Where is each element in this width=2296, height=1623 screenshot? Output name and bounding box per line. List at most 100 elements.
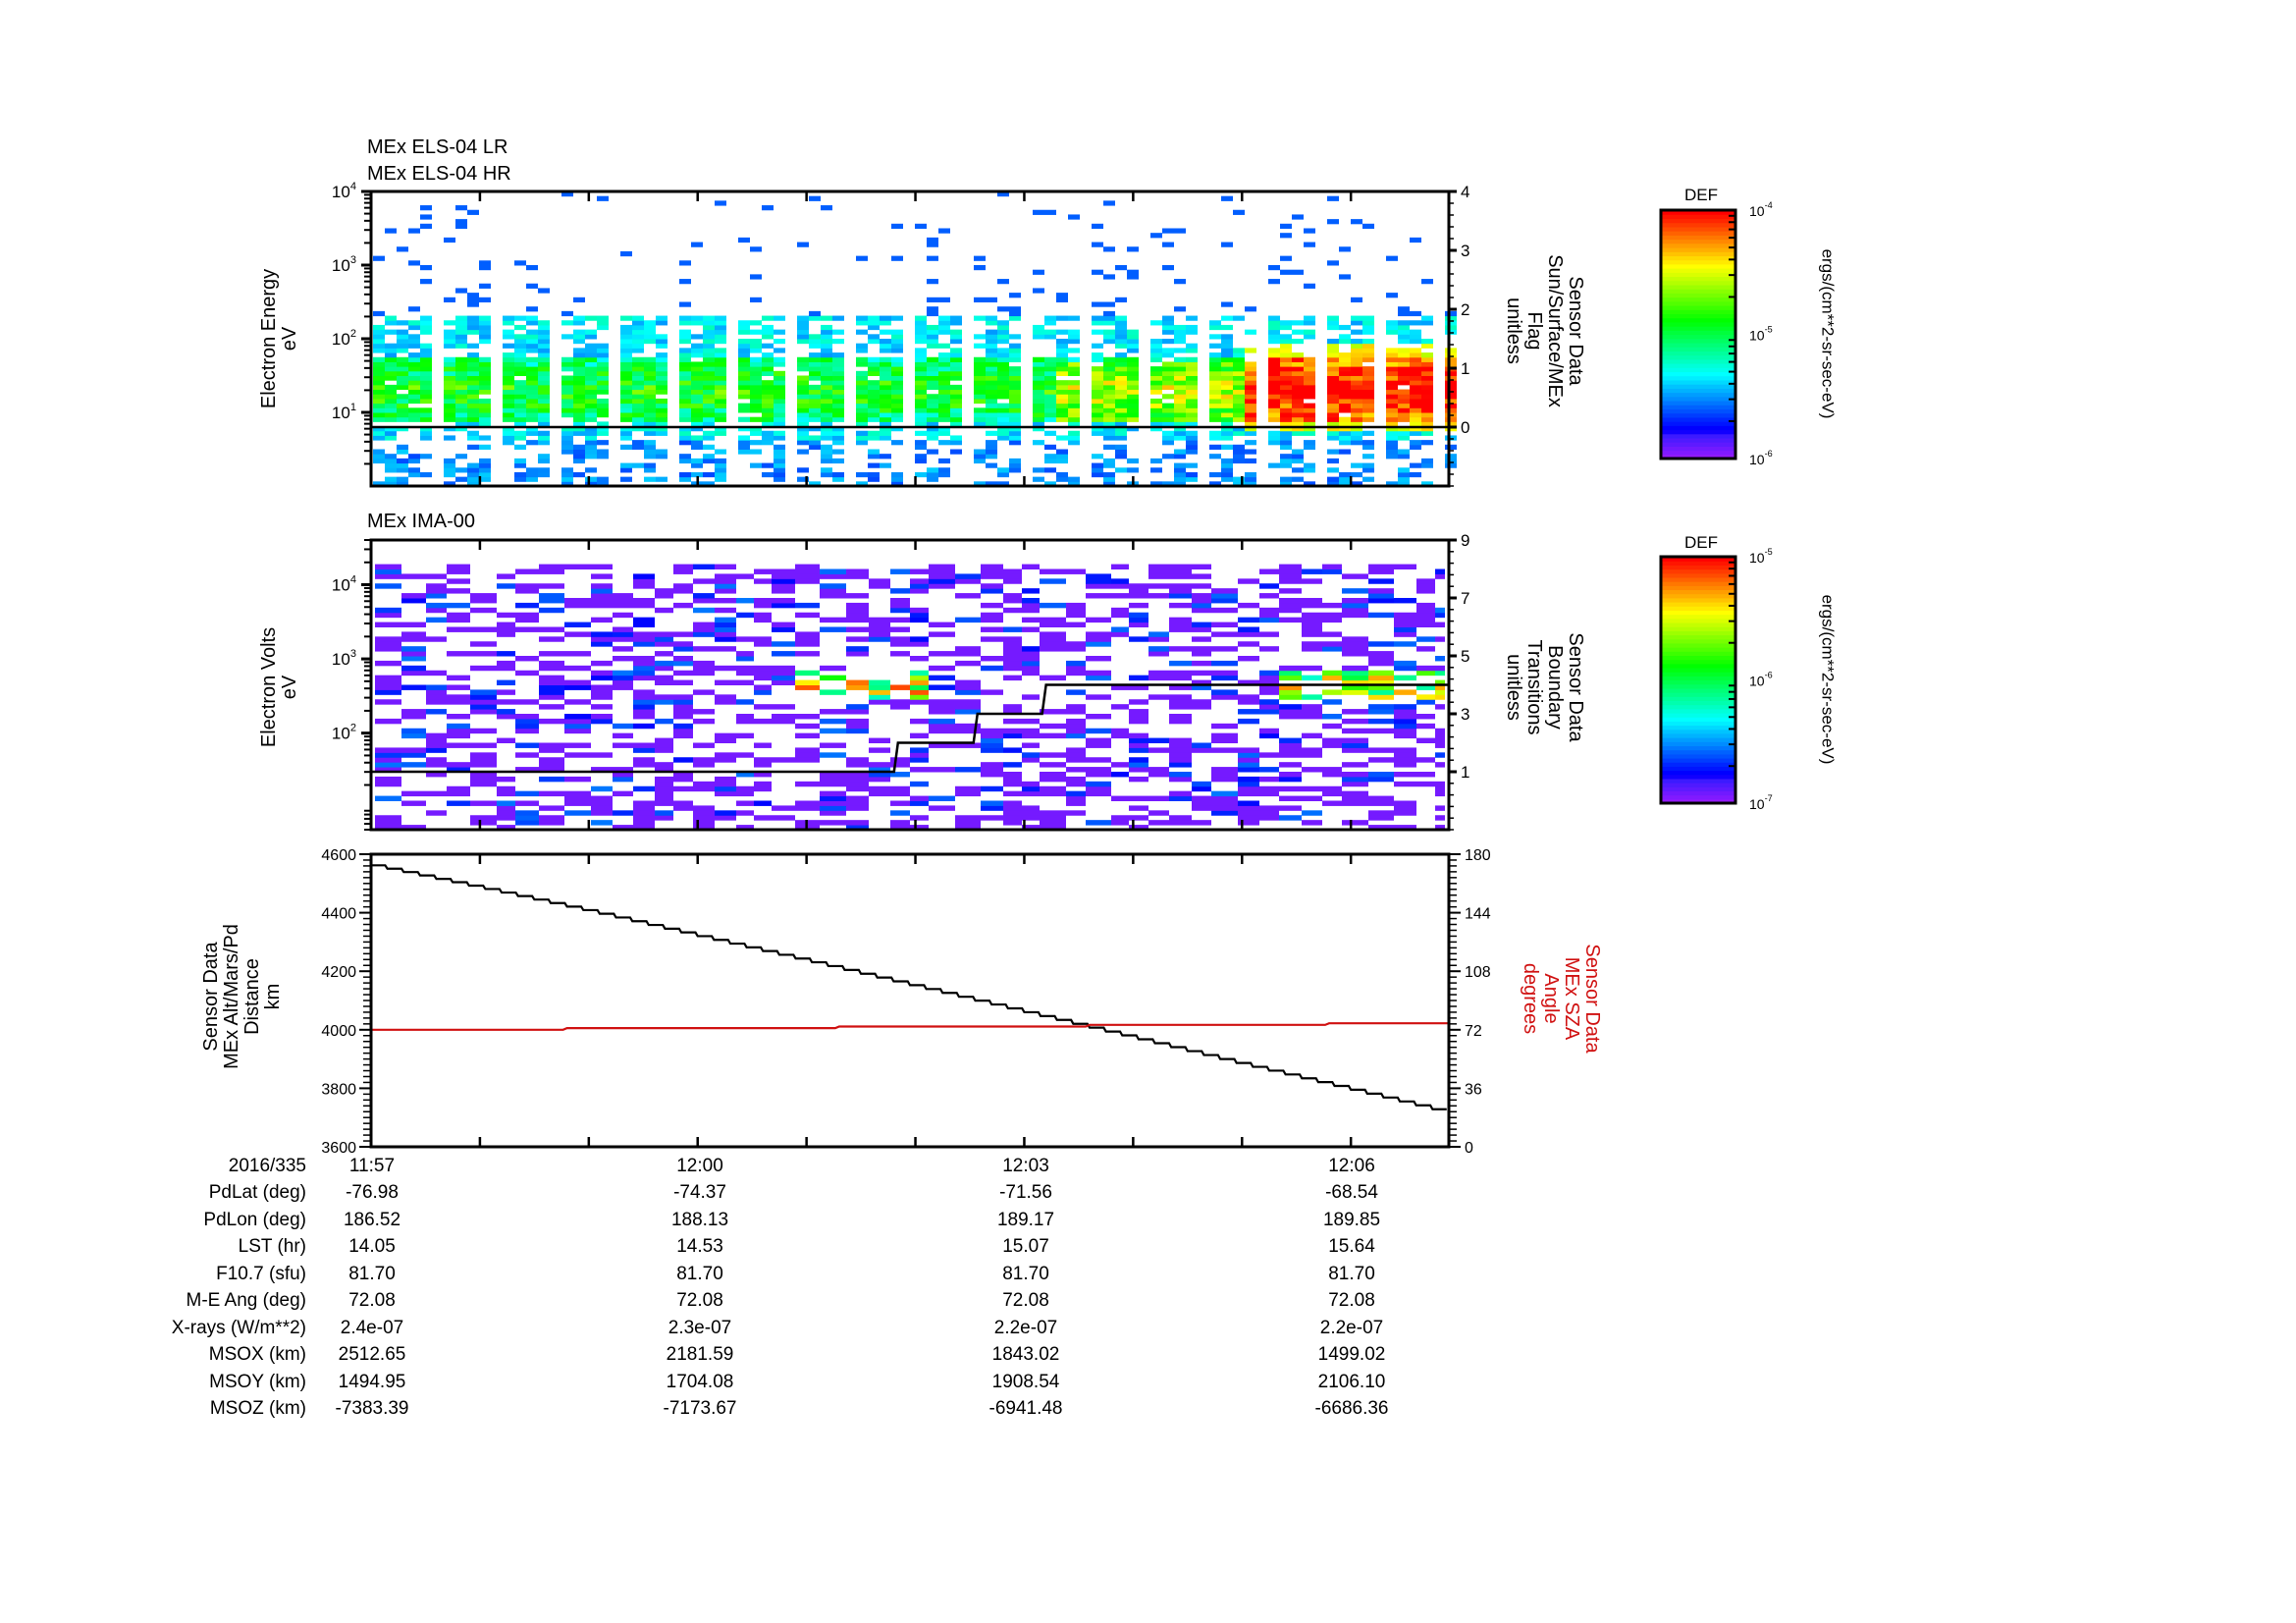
spectrogram-cell — [1245, 476, 1256, 482]
spectrogram-cell — [673, 704, 693, 710]
spectrogram-cell — [1245, 370, 1256, 376]
spectrogram-cell — [1092, 462, 1103, 468]
ephemeris-value: 81.70 — [1002, 1263, 1049, 1284]
spectrogram-cell — [1103, 398, 1115, 405]
spectrogram-cell — [890, 598, 910, 604]
spectrogram-cell — [891, 375, 903, 381]
spectrogram-cell — [754, 815, 772, 821]
colorbar-frame — [1659, 555, 1737, 805]
spectrogram-cell — [1304, 430, 1315, 436]
spectrogram-cell — [1103, 412, 1115, 418]
spectrogram-cell — [679, 407, 691, 413]
spectrogram-cell — [1111, 815, 1129, 821]
boundary-transitions-line — [371, 683, 1449, 774]
spectrogram-cell — [679, 356, 691, 362]
colorbar-swatch — [1661, 676, 1735, 681]
spectrogram-cell — [1221, 389, 1233, 395]
spectrogram-cell — [633, 578, 655, 584]
spectrogram-cell — [910, 612, 929, 619]
spectrogram-cell — [846, 651, 869, 657]
spectrogram-cell — [1129, 718, 1148, 725]
spectrogram-cell — [1259, 767, 1279, 773]
spectrogram-cell — [673, 714, 693, 720]
spectrogram-cell — [981, 772, 1003, 778]
spectrogram-cell — [938, 343, 950, 349]
spectrogram-cell — [1033, 398, 1044, 405]
els-right-tick-label: 2 — [1461, 300, 1469, 319]
spectrogram-cell — [1056, 356, 1068, 362]
spectrogram-cell — [1148, 651, 1169, 657]
colorbar-swatch — [1661, 597, 1735, 603]
spectrogram-cell — [1238, 767, 1259, 773]
ephemeris-value: 2.2e-07 — [993, 1317, 1058, 1338]
spectrogram-cell — [1186, 394, 1198, 400]
spectrogram-cell — [1351, 430, 1362, 436]
spectrogram-cell — [715, 320, 726, 326]
spectrogram-cell — [1268, 320, 1280, 326]
spectrogram-cell — [375, 646, 401, 652]
spectrogram-cell — [1129, 805, 1148, 811]
spectrogram-cell — [1368, 598, 1394, 604]
spectrogram-cell — [1033, 421, 1044, 427]
spectrogram-cell — [869, 790, 890, 797]
spectrogram-cell — [772, 714, 795, 720]
spectrogram-cell — [397, 444, 408, 450]
spectrogram-cell — [703, 334, 715, 340]
spectrogram-cell — [880, 430, 891, 436]
spectrogram-cell — [1162, 416, 1174, 422]
spectrogram-cell — [1009, 356, 1021, 362]
spectrogram-cell — [795, 747, 820, 753]
spectrogram-cell — [1044, 384, 1056, 391]
spectrogram-cell — [797, 416, 809, 422]
spectrogram-cell — [1127, 375, 1139, 381]
spectrogram-cell — [538, 440, 550, 446]
spectrogram-cell — [573, 380, 585, 386]
spectrogram-cell — [1115, 352, 1127, 358]
spectrogram-cell — [703, 454, 715, 460]
spectrogram-cell — [673, 670, 693, 676]
spectrogram-cell — [890, 820, 910, 826]
spectrogram-cell — [846, 612, 869, 619]
spectrogram-cell — [1394, 675, 1416, 681]
spectrogram-cell — [597, 476, 609, 482]
spectrogram-cell — [620, 361, 632, 367]
spectrogram-cell — [1115, 384, 1127, 391]
spectrogram-cell — [420, 389, 432, 395]
spectrogram-cell — [868, 398, 880, 405]
spectrogram-cell — [1410, 389, 1421, 395]
spectrogram-cell — [497, 785, 515, 792]
spectrogram-cell — [1192, 636, 1211, 642]
spectrogram-cell — [644, 384, 656, 391]
spectrogram-cell — [691, 416, 703, 422]
spectrogram-cell — [455, 403, 467, 408]
spectrogram-cell — [986, 356, 997, 362]
spectrogram-cell — [1327, 260, 1339, 266]
spectrogram-cell — [401, 825, 426, 831]
spectrogram-cell — [1435, 656, 1445, 662]
spectrogram-cell — [585, 403, 597, 408]
spectrogram-cell — [467, 370, 479, 376]
spectrogram-cell — [1066, 800, 1086, 806]
spectrogram-cell — [1009, 462, 1021, 468]
spectrogram-cell — [420, 426, 432, 432]
spectrogram-cell — [820, 776, 846, 783]
spectrogram-cell — [929, 805, 955, 811]
spectrogram-cell — [981, 588, 1003, 594]
spectrogram-cell — [1342, 679, 1368, 685]
spectrogram-cell — [774, 384, 785, 391]
spectrogram-cell — [1394, 762, 1416, 768]
spectrogram-cell — [1279, 709, 1302, 715]
spectrogram-cell — [673, 679, 693, 685]
spectrogram-cell — [573, 352, 585, 358]
spectrogram-cell — [1279, 607, 1302, 614]
spectrogram-cell — [1416, 781, 1435, 787]
spectrogram-cell — [1394, 732, 1416, 739]
spectrogram-cell — [1245, 416, 1256, 422]
spectrogram-cell — [1327, 407, 1339, 413]
spectrogram-cell — [754, 578, 772, 584]
spectrogram-cell — [401, 646, 426, 652]
spectrogram-cell — [426, 772, 447, 778]
spectrogram-cell — [774, 380, 785, 386]
colorbar-swatch — [1661, 297, 1735, 302]
spectrogram-cell — [1150, 320, 1162, 326]
